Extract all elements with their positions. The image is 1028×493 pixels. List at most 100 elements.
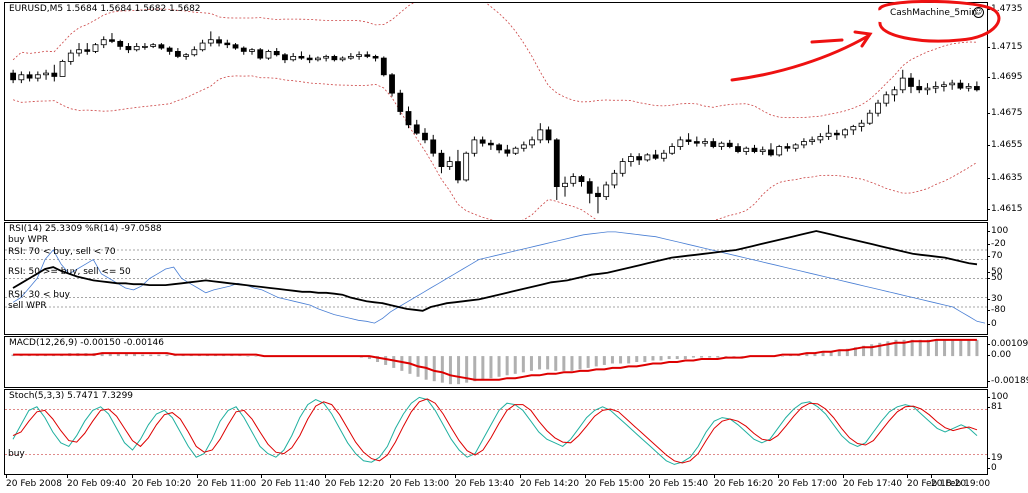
candle-body <box>702 141 708 144</box>
stoch-panel[interactable]: Stoch(5,3,3) 5.7471 7.3299 buy <box>4 389 988 475</box>
candle-body <box>693 141 700 144</box>
candle-body <box>232 44 239 49</box>
macd-bar <box>497 356 501 377</box>
candle-body <box>76 49 82 54</box>
stoch-tick: 81 <box>986 402 1003 412</box>
candle-body <box>562 182 568 188</box>
candle-body <box>282 54 288 61</box>
candle-body <box>685 139 692 142</box>
macd-bar <box>619 356 623 364</box>
rsi-wpr-panel[interactable]: RSI(14) 25.3309 %R(14) -97.0588 buy WPR … <box>4 222 988 335</box>
stoch-buy-label: buy <box>8 449 25 459</box>
candle-body <box>183 54 190 57</box>
time-tick: 20 Feb 16:20 <box>714 475 774 489</box>
price-tick: 1.4655 <box>987 140 1023 150</box>
expert-advisor-label[interactable]: CashMachine_5min <box>890 8 978 18</box>
candle-body <box>520 144 527 149</box>
candle-body <box>669 146 676 154</box>
candle-body <box>331 56 338 61</box>
time-tick: 20 Feb 09:40 <box>67 475 127 489</box>
candle-body <box>570 176 577 184</box>
macd-bar <box>700 356 704 358</box>
rsi-tick: 70 <box>986 251 1003 261</box>
macd-bar <box>165 354 169 357</box>
candle-body <box>504 149 511 154</box>
macd-bar <box>141 354 145 357</box>
macd-bar <box>886 341 890 357</box>
macd-bar <box>570 356 574 371</box>
macd-bar <box>473 356 477 382</box>
rsi-line <box>12 230 978 312</box>
stoch-tick: 100 <box>986 392 1009 402</box>
candle-body <box>109 39 115 42</box>
lower-band-line <box>12 75 978 220</box>
macd-title: MACD(12,26,9) -0.00150 -0.00146 <box>9 338 165 348</box>
candle-body <box>529 139 535 146</box>
candle-body <box>257 49 264 59</box>
candle-body <box>314 57 321 61</box>
time-tick: 20 Feb 11:00 <box>197 475 257 489</box>
candle-body <box>34 74 41 79</box>
rsi-tick: 0 <box>987 319 997 329</box>
candle-body <box>413 124 420 134</box>
macd-bar <box>149 354 153 357</box>
candle-body <box>430 139 437 154</box>
macd-bar <box>781 356 785 357</box>
macd-bar <box>505 356 509 376</box>
macd-bar <box>100 353 104 357</box>
macd-bar <box>627 356 631 364</box>
candle-body <box>43 72 49 76</box>
candle-body <box>158 44 165 49</box>
macd-bar <box>432 356 436 382</box>
macd-bar <box>675 356 679 360</box>
candle-body <box>743 147 750 152</box>
macd-bar <box>610 356 614 364</box>
candle-body <box>908 77 914 87</box>
rsi-tick: 30 <box>986 294 1003 304</box>
price-chart-panel[interactable]: EURUSD,M5 1.5684 1.5684 1.5682 1.5682 <box>4 2 988 221</box>
stoch-svg <box>5 396 987 465</box>
candle-body <box>866 112 873 124</box>
rsi-axis: 100 -20 70 50 50 30 -80 0 <box>986 222 1028 333</box>
macd-bar <box>740 356 744 357</box>
macd-bar <box>691 356 695 358</box>
rsi-wpr-svg <box>5 230 987 324</box>
candle-body <box>249 49 255 52</box>
macd-bar <box>943 339 947 357</box>
time-tick: 20 Feb 18:20 <box>907 475 967 489</box>
candle-body <box>842 129 848 136</box>
macd-bar <box>708 356 712 358</box>
candle-body <box>537 129 544 141</box>
candle-body <box>133 46 140 51</box>
macd-bar <box>481 356 485 380</box>
candle-body <box>372 56 379 59</box>
candle-body <box>800 141 807 146</box>
candle-body <box>380 57 387 76</box>
candle-body <box>759 149 766 152</box>
macd-bar <box>829 351 833 357</box>
candle-body <box>166 47 173 52</box>
macd-bar <box>910 339 914 357</box>
candle-body <box>817 136 824 141</box>
rsi-tick: 50 <box>986 267 1003 277</box>
macd-bar <box>133 353 137 357</box>
macd-bar <box>902 339 906 357</box>
macd-bar <box>529 356 533 371</box>
macd-panel[interactable]: MACD(12,26,9) -0.00150 -0.00146 <box>4 336 988 388</box>
candle-body <box>471 139 478 154</box>
candle-body <box>768 149 774 156</box>
candle-body <box>100 39 107 46</box>
candle-body <box>957 82 964 89</box>
macd-bar <box>732 356 736 357</box>
candle-body <box>290 56 297 61</box>
time-tick: 20 Feb 17:40 <box>843 475 903 489</box>
macd-bar <box>643 356 647 362</box>
candle-body <box>306 57 313 61</box>
candle-body <box>825 132 832 137</box>
candle-body <box>858 122 865 127</box>
macd-bar <box>651 356 655 361</box>
candle-body <box>545 129 552 141</box>
candle-body <box>405 111 412 126</box>
candle-body <box>603 184 610 198</box>
candle-body <box>347 56 354 59</box>
